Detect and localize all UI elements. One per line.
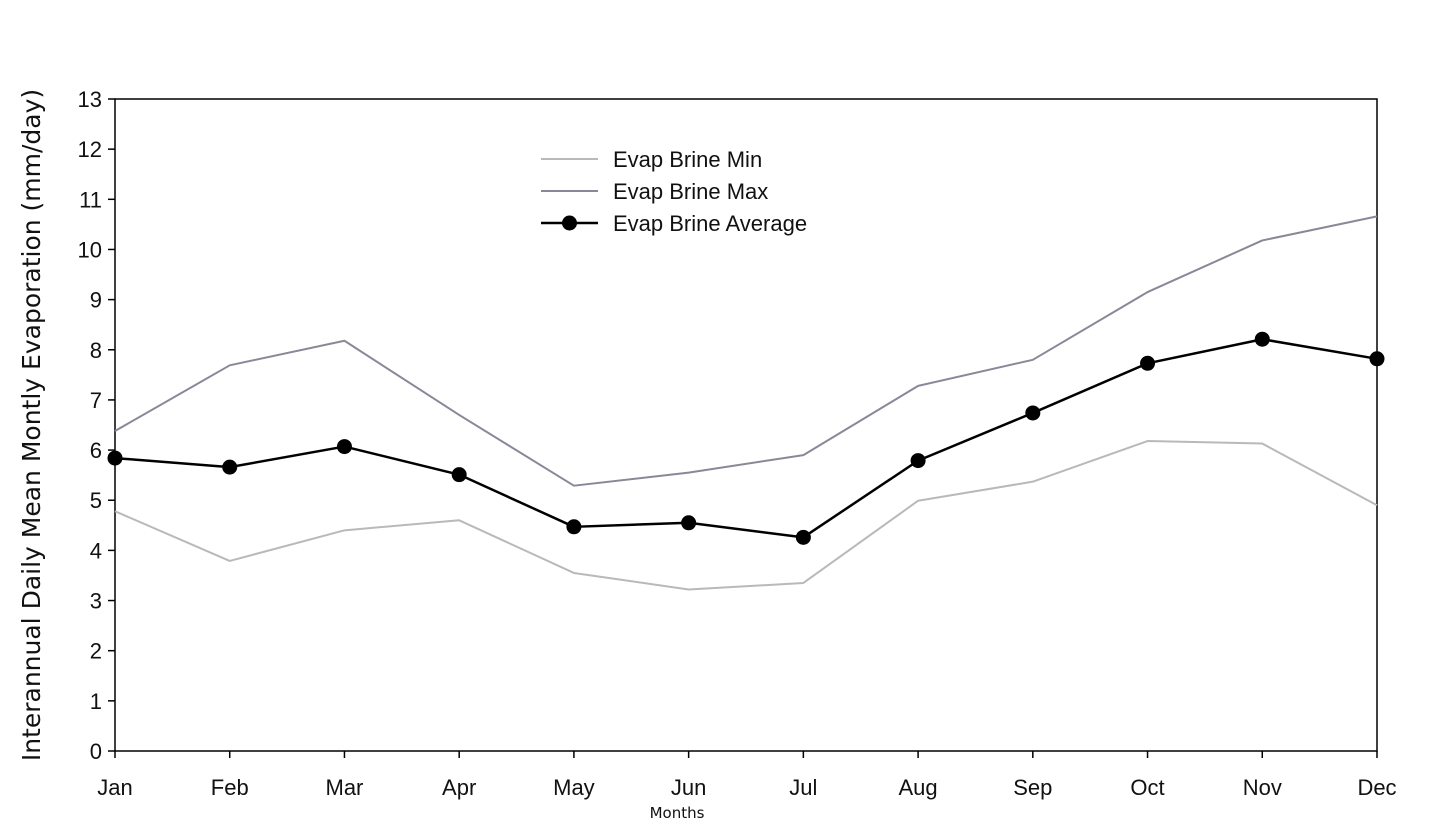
- data-point-evap-brine-average: [910, 453, 926, 469]
- data-point-evap-brine-average: [451, 467, 467, 483]
- y-tick-label: 7: [90, 388, 102, 413]
- y-tick-label: 6: [90, 438, 102, 463]
- series-line-evap-brine-average: [114, 337, 1378, 539]
- data-point-evap-brine-average: [566, 519, 582, 535]
- y-axis-title: Interannual Daily Mean Montly Evaporatio…: [17, 89, 46, 761]
- data-point-evap-brine-average: [222, 459, 238, 475]
- y-tick-label: 3: [90, 589, 102, 614]
- y-tick-label: 0: [90, 739, 102, 764]
- legend-label: Evap Brine Min: [613, 147, 762, 172]
- series-line-evap-brine-max: [114, 215, 1378, 487]
- plot-area-frame: [114, 98, 1378, 752]
- y-tick-label: 4: [90, 538, 102, 563]
- data-point-evap-brine-average: [1254, 331, 1270, 347]
- series-layer: [107, 215, 1385, 591]
- x-tick-label: Dec: [1357, 775, 1396, 800]
- data-point-evap-brine-average: [1140, 355, 1156, 371]
- x-tick-label: Jul: [789, 775, 817, 800]
- y-tick-label: 9: [90, 288, 102, 313]
- legend-marker: [562, 215, 577, 231]
- y-tick-label: 2: [90, 639, 102, 664]
- x-tick-label: Apr: [442, 775, 476, 800]
- series-line-evap-brine-min: [114, 440, 1378, 591]
- x-tick-label: Aug: [899, 775, 938, 800]
- y-tick-label: 10: [78, 237, 102, 262]
- legend-label: Evap Brine Average: [613, 211, 807, 236]
- x-tick-label: Sep: [1013, 775, 1052, 800]
- x-tick-label: May: [553, 775, 595, 800]
- data-point-evap-brine-average: [1369, 351, 1385, 367]
- legend-label: Evap Brine Max: [613, 179, 768, 204]
- data-point-evap-brine-average: [107, 450, 123, 466]
- data-point-evap-brine-average: [795, 529, 811, 545]
- data-point-evap-brine-average: [681, 515, 697, 531]
- data-point-evap-brine-average: [1025, 405, 1041, 421]
- data-point-evap-brine-average: [336, 439, 352, 455]
- legend: Evap Brine Min Evap Brine Max Evap Brine A…: [541, 147, 807, 236]
- x-tick-label: Jan: [97, 775, 132, 800]
- x-axis: Jan Feb Mar Apr May Jun Jul Aug Sep Oct Nov Dec: [97, 751, 1397, 800]
- x-tick-label: Feb: [211, 775, 249, 800]
- y-tick-label: 13: [78, 87, 102, 112]
- y-tick-label: 1: [90, 689, 102, 714]
- y-tick-label: 5: [90, 488, 102, 513]
- x-tick-label: Oct: [1130, 775, 1164, 800]
- x-axis-title: Months: [650, 804, 705, 822]
- x-tick-label: Jun: [671, 775, 706, 800]
- x-tick-label: Nov: [1243, 775, 1282, 800]
- y-tick-label: 12: [78, 137, 102, 162]
- y-tick-label: 8: [90, 338, 102, 363]
- y-tick-label: 11: [79, 187, 102, 212]
- x-tick-label: Mar: [326, 775, 364, 800]
